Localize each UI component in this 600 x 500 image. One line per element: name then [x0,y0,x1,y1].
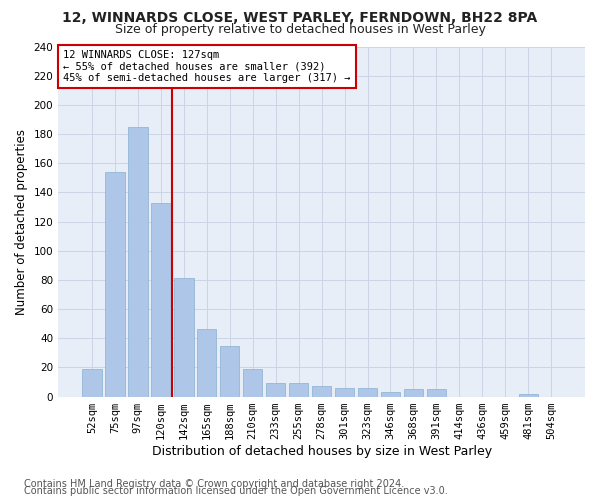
Bar [312,386,331,396]
Bar [243,369,262,396]
Y-axis label: Number of detached properties: Number of detached properties [15,128,28,314]
Bar [174,278,194,396]
Bar [266,384,286,396]
Text: 12 WINNARDS CLOSE: 127sqm
← 55% of detached houses are smaller (392)
45% of semi: 12 WINNARDS CLOSE: 127sqm ← 55% of detac… [64,50,351,83]
Bar [151,202,170,396]
Bar [289,384,308,396]
Bar [518,394,538,396]
Bar [220,346,239,397]
Bar [358,388,377,396]
Bar [82,369,101,396]
Bar [128,126,148,396]
Bar [381,392,400,396]
Bar [335,388,355,396]
Bar [197,330,217,396]
Bar [105,172,125,396]
Text: Contains public sector information licensed under the Open Government Licence v3: Contains public sector information licen… [24,486,448,496]
Bar [404,390,423,396]
Text: Size of property relative to detached houses in West Parley: Size of property relative to detached ho… [115,22,485,36]
X-axis label: Distribution of detached houses by size in West Parley: Distribution of detached houses by size … [152,444,491,458]
Bar [427,390,446,396]
Text: Contains HM Land Registry data © Crown copyright and database right 2024.: Contains HM Land Registry data © Crown c… [24,479,404,489]
Text: 12, WINNARDS CLOSE, WEST PARLEY, FERNDOWN, BH22 8PA: 12, WINNARDS CLOSE, WEST PARLEY, FERNDOW… [62,11,538,25]
